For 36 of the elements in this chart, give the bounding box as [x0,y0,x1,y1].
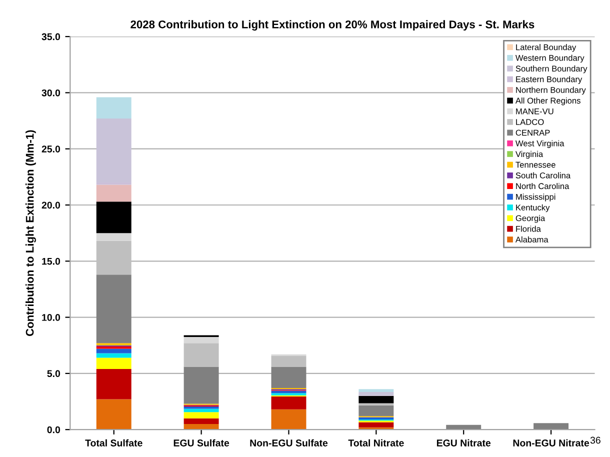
legend-label: Virginia [515,150,544,159]
y-tick-label: 0.0 [47,426,60,434]
legend-label: West Virginia [515,140,564,148]
legend-label: MANE-VU [516,108,554,114]
y-tick-label: 20.0 [42,202,60,209]
legend-label: Georgia [516,215,546,223]
legend-label: Tennessee [516,162,556,168]
x-tick-label: Total Sulfate [85,439,142,446]
y-tick-label: 5.0 [47,370,60,378]
legend-label: Northern Boundary [516,86,586,95]
x-tick-label: Total Nitrate [348,439,404,446]
y-tick-label: 35.0 [42,33,60,40]
text: 36 [590,436,600,444]
x-tick-label: EGU Sulfate [174,439,230,446]
y-tick-label: 10.0 [42,314,60,321]
legend-label: Southern Boundary [516,65,588,74]
legend-label: Eastern Boundary [516,76,582,84]
legend-label: LADCO [516,119,544,125]
y-axis-title: Contribution to Light Extinction (Mm-1) [26,130,36,336]
legend-label: Lateral Bounday [516,44,576,52]
x-tick-label: Non-EGU Sulfate [250,439,328,446]
x-tick-label: EGU Nitrate [436,439,491,446]
legend-label: All Other Regions [515,97,580,106]
legend-label: North Carolina [516,182,570,190]
legend-label: Mississippi [516,194,556,202]
chart-title: 2028 Contribution to Light Extinction on 20% Most Impaired Days - St. Marks [130,20,534,31]
y-tick-label: 30.0 [42,89,60,96]
y-tick-label: 25.0 [42,146,60,152]
legend-label: Florida [516,226,541,232]
legend-label: Kentucky [516,204,550,212]
legend-label: CENRAP [516,130,550,136]
legend-label: South Carolina [516,172,571,178]
x-tick-label: Non-EGU Nitrate [513,439,590,446]
legend-label: Alabama [515,236,548,243]
y-tick-label: 15.0 [42,258,60,265]
legend-label: Western Boundary [515,54,584,63]
